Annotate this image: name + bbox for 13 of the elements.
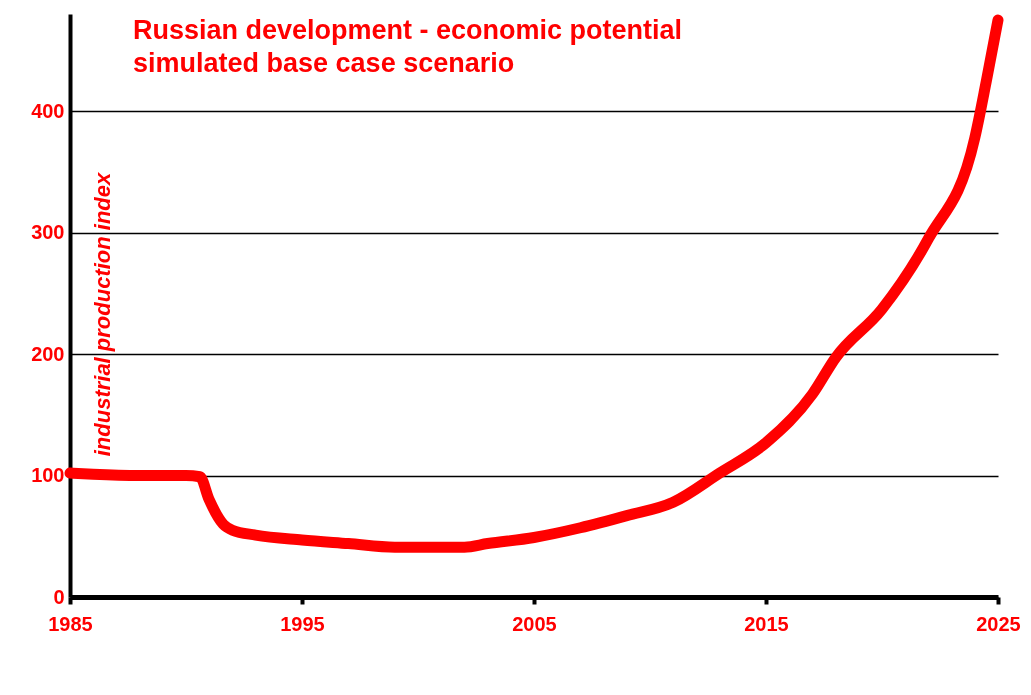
- x-tick-label: 2025: [976, 612, 1021, 635]
- y-tick-label: 400: [31, 99, 65, 122]
- y-axis-title: industrial production index: [89, 171, 115, 457]
- y-tick-label: 300: [31, 221, 65, 244]
- x-tick-label: 1985: [48, 612, 93, 635]
- chart-title: Russian development - economic potential: [133, 15, 683, 45]
- x-tick-label: 2005: [512, 612, 557, 635]
- x-tick-label: 2015: [744, 612, 789, 635]
- y-tick-label: 100: [31, 464, 65, 487]
- y-tick-label: 0: [53, 585, 65, 608]
- y-tick-label: 200: [31, 342, 65, 365]
- x-tick-label: 1995: [280, 612, 325, 635]
- text: simulated base case scenario: [133, 48, 515, 78]
